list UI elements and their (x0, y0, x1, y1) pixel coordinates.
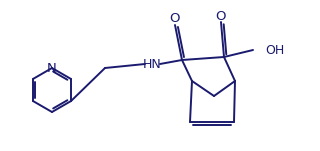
Text: HN: HN (143, 58, 161, 71)
Text: O: O (170, 13, 180, 26)
Text: O: O (216, 10, 226, 22)
Text: N: N (47, 61, 57, 74)
Text: OH: OH (265, 43, 284, 56)
